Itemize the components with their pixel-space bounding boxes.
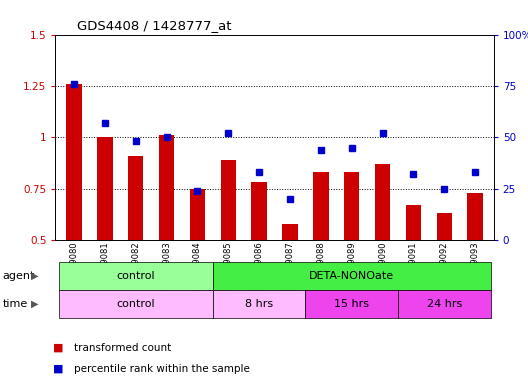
Text: transformed count: transformed count — [74, 343, 171, 353]
Bar — [437, 213, 452, 240]
Text: percentile rank within the sample: percentile rank within the sample — [74, 364, 250, 374]
Bar — [313, 172, 328, 240]
Bar — [375, 164, 390, 240]
Bar — [467, 193, 483, 240]
Text: ▶: ▶ — [31, 299, 38, 309]
Bar — [128, 156, 144, 240]
Bar — [344, 172, 360, 240]
Text: ■: ■ — [53, 364, 63, 374]
Text: control: control — [116, 299, 155, 309]
Bar — [251, 182, 267, 240]
Bar — [282, 223, 298, 240]
Text: control: control — [116, 271, 155, 281]
Bar — [221, 160, 236, 240]
Text: 8 hrs: 8 hrs — [245, 299, 273, 309]
Bar — [190, 189, 205, 240]
Text: GDS4408 / 1428777_at: GDS4408 / 1428777_at — [78, 19, 232, 32]
Bar — [159, 135, 174, 240]
Text: DETA-NONOate: DETA-NONOate — [309, 271, 394, 281]
Text: agent: agent — [3, 271, 35, 281]
Text: 15 hrs: 15 hrs — [334, 299, 369, 309]
Bar — [406, 205, 421, 240]
Text: 24 hrs: 24 hrs — [427, 299, 462, 309]
Text: ▶: ▶ — [31, 271, 38, 281]
Text: ■: ■ — [53, 343, 63, 353]
Text: time: time — [3, 299, 28, 309]
Bar — [97, 137, 112, 240]
Bar — [66, 84, 82, 240]
